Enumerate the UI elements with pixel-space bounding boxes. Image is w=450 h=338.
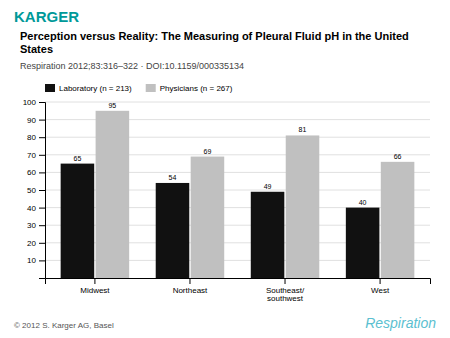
- bar: [191, 157, 225, 278]
- tick: 10: [27, 256, 45, 265]
- tick-label: Northeast: [173, 286, 208, 295]
- tick: 50: [27, 186, 45, 195]
- bars: [61, 111, 415, 278]
- tick-label: 90: [27, 116, 36, 125]
- data-label: 65: [74, 155, 82, 162]
- tick-mark: [39, 243, 45, 244]
- tick-mark: [39, 208, 45, 209]
- tick-mark: [39, 102, 45, 103]
- bar: [96, 111, 130, 278]
- tick-label: 80: [27, 133, 36, 142]
- legend-label: Laboratory (n = 213): [59, 84, 132, 93]
- x-axis: Midwest Northeast Southeast/southwest West: [46, 278, 431, 303]
- tick-label: 70: [27, 151, 36, 160]
- tick: 100: [23, 98, 45, 107]
- tick-label: 50: [27, 186, 36, 195]
- annotation: Respiration: [365, 315, 436, 331]
- tick: 60: [27, 168, 45, 177]
- tick-mark: [39, 172, 45, 173]
- tick-label: 30: [27, 221, 36, 230]
- tick-mark: [39, 120, 45, 121]
- tick-label: 40: [27, 204, 36, 213]
- tick: Midwest: [80, 278, 110, 295]
- axis-line: [46, 279, 431, 285]
- tick: 30: [27, 221, 45, 230]
- bar: [61, 164, 95, 278]
- tick-label: 20: [27, 239, 36, 248]
- tick-mark: [189, 278, 190, 284]
- tick: 40: [27, 204, 45, 213]
- data-label: 95: [108, 102, 116, 109]
- data-label: 54: [169, 174, 177, 181]
- legend-label: Physicians (n = 267): [160, 84, 233, 93]
- tick: 70: [27, 151, 45, 160]
- tick-mark: [94, 278, 95, 284]
- tick-mark: [39, 190, 45, 191]
- tick-mark: [39, 155, 45, 156]
- tick-label: Southeast/southwest: [266, 286, 305, 304]
- bar: [251, 192, 285, 278]
- tick-label: West: [371, 286, 390, 295]
- axis-line: [39, 103, 46, 279]
- legend-swatch: [146, 84, 156, 92]
- tick: Northeast: [173, 278, 208, 295]
- annotation: © 2012 S. Karger AG, Basel: [14, 321, 114, 330]
- tick-label: 100: [23, 98, 37, 107]
- tick: 90: [27, 116, 45, 125]
- tick-label: 60: [27, 168, 36, 177]
- tick-label: Midwest: [80, 286, 110, 295]
- series: [96, 111, 415, 278]
- tick-label: 10: [27, 256, 36, 265]
- legend-swatch: [45, 84, 55, 92]
- grid-line: [45, 102, 430, 103]
- y-axis: 10 20 30 40 50 60 70 80 90 100: [23, 98, 46, 278]
- bar: [156, 183, 190, 278]
- legend: Laboratory (n = 213) Physicians (n = 267): [45, 84, 233, 93]
- data-labels: 65 54 49 40 95 69 81 66: [74, 102, 402, 206]
- subtitle: Respiration 2012;83:316–322 · DOI:10.115…: [20, 61, 244, 71]
- tick-mark: [380, 278, 381, 284]
- tick-mark: [39, 137, 45, 138]
- data-label: 40: [359, 199, 367, 206]
- bar: [381, 162, 415, 278]
- tick: 20: [27, 239, 45, 248]
- tick-mark: [285, 278, 286, 284]
- data-label: 49: [264, 183, 272, 190]
- tick-mark: [39, 260, 45, 261]
- data-label: 81: [299, 126, 307, 133]
- bar: [286, 135, 320, 278]
- tick-mark: [39, 225, 45, 226]
- data-label: 69: [204, 148, 212, 155]
- legend-item: Physicians (n = 267): [146, 84, 233, 93]
- chart: KARGER © 2012 S. Karger AG, Basel Respirat…: [0, 0, 450, 338]
- tick: West: [371, 278, 390, 295]
- tick: Southeast/southwest: [266, 278, 305, 303]
- bar: [346, 208, 380, 278]
- annotation: KARGER: [14, 8, 79, 25]
- tick: 80: [27, 133, 45, 142]
- title: Perception versus Reality: The Measuring…: [20, 30, 409, 55]
- data-label: 66: [394, 153, 402, 160]
- legend-item: Laboratory (n = 213): [45, 84, 132, 93]
